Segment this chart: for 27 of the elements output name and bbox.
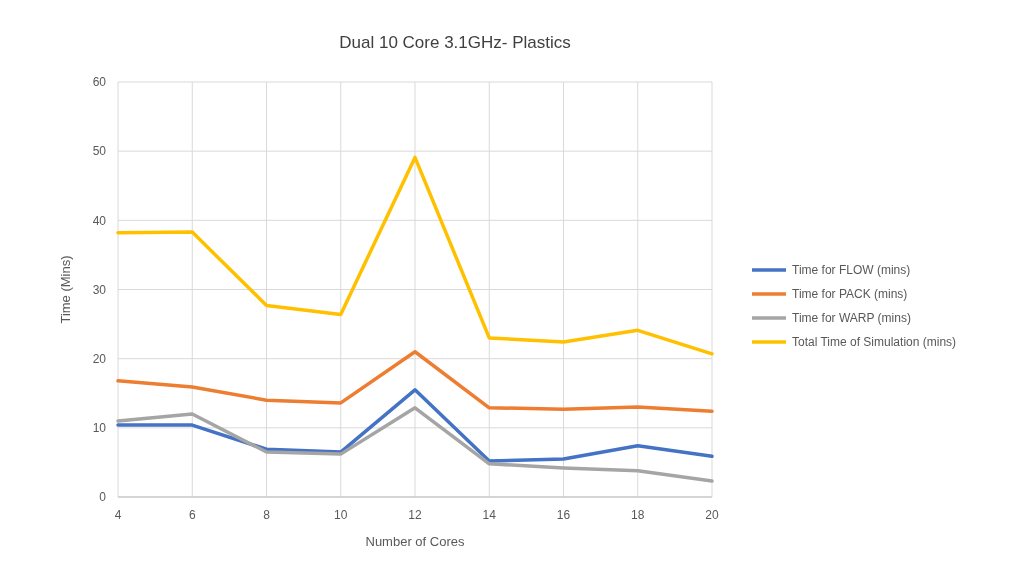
y-tick-label: 30 <box>92 282 107 297</box>
y-tick-label: 60 <box>92 75 107 90</box>
legend-label: Time for WARP (mins) <box>792 311 911 326</box>
x-tick-label: 14 <box>482 508 497 522</box>
legend-label: Time for PACK (mins) <box>792 287 908 302</box>
y-tick-label: 10 <box>92 421 107 436</box>
line-series <box>116 406 714 483</box>
chart-title: Dual 10 Core 3.1GHz- Plastics <box>339 33 571 52</box>
y-tick-label: 50 <box>92 144 107 159</box>
x-axis-title: Number of Cores <box>365 534 465 549</box>
y-tick-label: 40 <box>92 213 107 228</box>
line-series <box>116 388 714 463</box>
y-tick-label: 0 <box>99 490 107 505</box>
legend-label: Total Time of Simulation (mins) <box>792 335 957 350</box>
legend-label: Time for FLOW (mins) <box>792 263 911 278</box>
line-series <box>116 155 714 356</box>
y-tick-label: 20 <box>92 351 107 366</box>
x-tick-label: 16 <box>556 508 571 522</box>
x-tick-label: 6 <box>188 508 196 522</box>
y-axis-title: Time (Mins) <box>58 255 73 324</box>
x-tick-label: 12 <box>408 508 422 522</box>
x-tick-label: 8 <box>263 508 271 522</box>
x-tick-label: 18 <box>631 508 645 522</box>
line-series <box>116 350 714 413</box>
x-tick-label: 10 <box>334 508 348 522</box>
x-tick-label: 4 <box>114 508 122 522</box>
x-tick-label: 20 <box>705 508 719 522</box>
